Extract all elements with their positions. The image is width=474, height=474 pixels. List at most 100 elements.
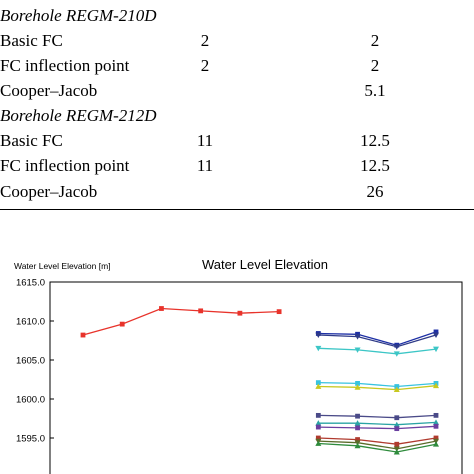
chart-title: Water Level Elevation [202, 257, 328, 272]
data-point [119, 321, 125, 327]
table-row: Cooper–Jacob 26 [0, 180, 474, 204]
data-point [394, 415, 400, 421]
data-point [315, 332, 322, 339]
data-point [315, 420, 322, 426]
value-cell-2: 2 [370, 56, 380, 75]
table-row: Basic FC 11 12.5 [0, 129, 474, 153]
series-2 [315, 329, 439, 348]
data-point [394, 426, 400, 432]
series-line [318, 331, 437, 346]
series-12 [315, 440, 439, 455]
series-7 [315, 412, 439, 421]
data-point [354, 384, 361, 390]
data-point [394, 441, 400, 447]
data-point [433, 332, 439, 339]
data-point [355, 425, 360, 431]
data-point [354, 347, 361, 353]
series-line [318, 437, 437, 445]
water-level-chart: Water Level Elevation [m] Water Level El… [14, 257, 463, 474]
data-point [393, 344, 400, 350]
data-point [354, 420, 361, 426]
series-10 [315, 435, 439, 447]
table-row: FC inflection point 2 2 [0, 54, 474, 78]
table-section-heading: Borehole REGM-212D [0, 104, 474, 128]
series-6 [315, 382, 439, 393]
data-point [315, 412, 321, 418]
data-point [433, 382, 439, 389]
method-label: Basic FC [0, 131, 63, 150]
y-tick-label: 1605.0 [16, 356, 45, 367]
data-point [433, 329, 439, 335]
method-label: Cooper–Jacob [0, 182, 98, 201]
data-point [433, 346, 439, 353]
data-point [354, 334, 361, 340]
plot-frame [49, 281, 463, 474]
data-point [433, 435, 439, 441]
method-label: FC inflection point [0, 156, 130, 175]
value-cell-2: 2 [370, 31, 380, 50]
borehole-heading: Borehole REGM-210D [0, 6, 157, 25]
data-point [354, 442, 361, 449]
series-3 [315, 332, 439, 350]
data-point [159, 306, 164, 311]
data-series [80, 306, 439, 455]
series-1 [80, 306, 282, 338]
series-line [318, 442, 437, 453]
series-line [318, 334, 437, 348]
series-line [318, 414, 437, 419]
data-point [393, 449, 400, 455]
data-point [315, 435, 321, 441]
table-bottom-rule [0, 209, 474, 210]
data-point [393, 421, 400, 428]
data-point [315, 345, 322, 352]
series-9 [315, 423, 439, 432]
data-point [393, 351, 400, 357]
value-cell-2: 5.1 [364, 81, 386, 100]
data-point [355, 381, 360, 386]
table-row: Basic FC 2 2 [0, 29, 474, 53]
value-cell-2: 12.5 [360, 131, 390, 150]
value-cell-2: 26 [366, 182, 384, 201]
series-8 [315, 419, 439, 428]
borehole-heading: Borehole REGM-212D [0, 106, 157, 125]
value-cell-1: 11 [196, 156, 214, 175]
data-point [237, 310, 243, 316]
series-4 [315, 345, 439, 357]
data-point [315, 440, 322, 446]
data-point [433, 419, 439, 425]
data-point [433, 441, 439, 447]
data-point [198, 308, 204, 314]
data-point [433, 412, 439, 418]
method-label: FC inflection point [0, 56, 130, 75]
data-point [433, 423, 439, 429]
data-point [355, 413, 360, 419]
data-point [315, 380, 321, 386]
y-tick-label: 1610.0 [16, 317, 45, 328]
data-point [355, 437, 360, 442]
series-line [82, 307, 280, 336]
table-row: FC inflection point 11 12.5 [0, 154, 474, 178]
data-point [315, 424, 321, 430]
series-line [318, 347, 437, 355]
y-axis-label: Water Level Elevation [m] [14, 261, 111, 271]
y-tick-label: 1595.0 [16, 434, 45, 445]
series-line [318, 421, 437, 426]
value-cell-1: 2 [200, 31, 210, 50]
table-section-heading: Borehole REGM-210D [0, 4, 474, 28]
y-axis-ticks: 1615.0 1610.0 1605.0 1600.0 1595.0 [16, 278, 54, 445]
table-row: Cooper–Jacob 5.1 [0, 79, 474, 103]
series-line [318, 381, 437, 388]
value-cell-1: 11 [196, 131, 214, 150]
data-point [80, 332, 86, 338]
method-label: Basic FC [0, 31, 63, 50]
data-point [394, 384, 400, 389]
series-line [318, 385, 437, 391]
value-cell-2: 12.5 [360, 156, 390, 175]
y-tick-label: 1615.0 [16, 278, 45, 289]
data-point [276, 309, 282, 315]
data-point [393, 386, 400, 393]
series-line [318, 440, 437, 450]
value-cell-1: 2 [200, 56, 210, 75]
data-point [315, 383, 322, 389]
y-tick-label: 1600.0 [16, 395, 45, 406]
